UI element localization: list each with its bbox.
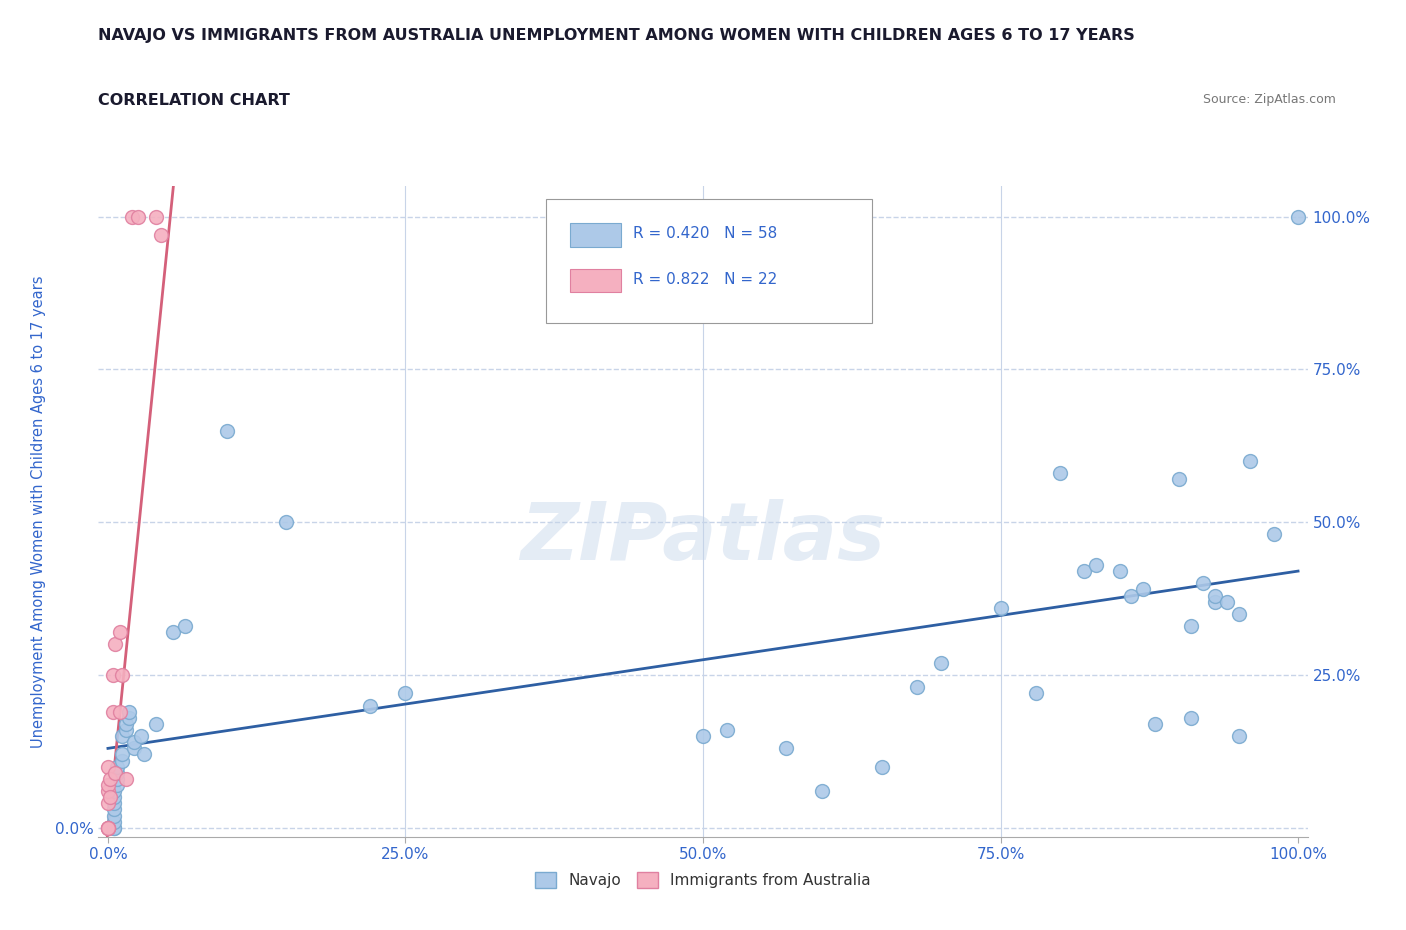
Point: [122, 741, 145, 756]
Point: [114, 716, 136, 731]
Point: [1168, 472, 1191, 486]
Text: Source: ZipAtlas.com: Source: ZipAtlas.com: [1202, 93, 1336, 106]
Point: [1049, 466, 1071, 481]
Point: [101, 704, 124, 719]
Point: [1239, 454, 1261, 469]
Point: [162, 625, 184, 640]
Point: [118, 704, 141, 719]
Point: [1215, 594, 1237, 609]
Point: [97, 759, 120, 774]
Point: [811, 784, 834, 799]
Text: NAVAJO VS IMMIGRANTS FROM AUSTRALIA UNEMPLOYMENT AMONG WOMEN WITH CHILDREN AGES : NAVAJO VS IMMIGRANTS FROM AUSTRALIA UNEM…: [98, 28, 1135, 43]
Point: [97, 784, 120, 799]
Point: [114, 723, 136, 737]
Point: [121, 209, 143, 224]
Point: [132, 747, 155, 762]
Point: [98, 772, 121, 787]
Text: CORRELATION CHART: CORRELATION CHART: [98, 93, 290, 108]
Point: [114, 772, 136, 787]
Point: [174, 618, 197, 633]
Point: [108, 704, 131, 719]
Point: [108, 625, 131, 640]
Point: [118, 711, 141, 725]
Point: [104, 765, 127, 780]
Point: [1121, 588, 1143, 603]
Point: [276, 515, 298, 530]
Point: [107, 765, 129, 780]
Point: [145, 209, 167, 224]
Point: [905, 680, 928, 695]
FancyBboxPatch shape: [569, 269, 621, 292]
Point: [929, 656, 952, 671]
Point: [1073, 564, 1095, 578]
Point: [150, 228, 173, 243]
Point: [1227, 606, 1250, 621]
Point: [1204, 594, 1226, 609]
Point: [103, 808, 125, 823]
Point: [1227, 729, 1250, 744]
Point: [1084, 558, 1107, 573]
Point: [98, 790, 121, 804]
Point: [145, 716, 167, 731]
Point: [97, 820, 120, 835]
Point: [111, 729, 134, 744]
Point: [97, 820, 120, 835]
Point: [1108, 564, 1130, 578]
Point: [111, 753, 134, 768]
Point: [127, 209, 149, 224]
Point: [97, 820, 120, 835]
Point: [103, 784, 125, 799]
Point: [1263, 527, 1285, 542]
Point: [129, 729, 152, 744]
Point: [1192, 576, 1215, 591]
Point: [97, 796, 120, 811]
Legend: Navajo, Immigrants from Australia: Navajo, Immigrants from Australia: [529, 866, 877, 895]
Point: [103, 820, 125, 835]
Point: [97, 777, 120, 792]
Point: [1286, 209, 1309, 224]
Point: [1180, 711, 1202, 725]
FancyBboxPatch shape: [569, 223, 621, 246]
Point: [97, 820, 120, 835]
Point: [1025, 686, 1047, 701]
Point: [122, 735, 145, 750]
Point: [1180, 618, 1202, 633]
Point: [103, 802, 125, 817]
Point: [107, 772, 129, 787]
Point: [215, 423, 238, 438]
Point: [1204, 588, 1226, 603]
Text: R = 0.822   N = 22: R = 0.822 N = 22: [633, 272, 778, 286]
Point: [775, 741, 797, 756]
Point: [104, 637, 127, 652]
Point: [103, 815, 125, 830]
Y-axis label: Unemployment Among Women with Children Ages 6 to 17 years: Unemployment Among Women with Children A…: [31, 275, 46, 748]
Point: [111, 668, 134, 683]
Point: [103, 790, 125, 804]
Point: [107, 777, 129, 792]
Point: [716, 723, 738, 737]
Point: [111, 747, 134, 762]
Point: [1132, 582, 1154, 597]
Point: [394, 686, 416, 701]
Point: [1144, 716, 1167, 731]
Point: [990, 601, 1012, 616]
Point: [359, 698, 381, 713]
Point: [103, 796, 125, 811]
Text: R = 0.420   N = 58: R = 0.420 N = 58: [633, 226, 778, 241]
FancyBboxPatch shape: [546, 199, 872, 323]
Point: [103, 820, 125, 835]
Text: ZIPatlas: ZIPatlas: [520, 498, 886, 577]
Point: [101, 668, 124, 683]
Point: [107, 759, 129, 774]
Point: [870, 759, 893, 774]
Point: [692, 729, 714, 744]
